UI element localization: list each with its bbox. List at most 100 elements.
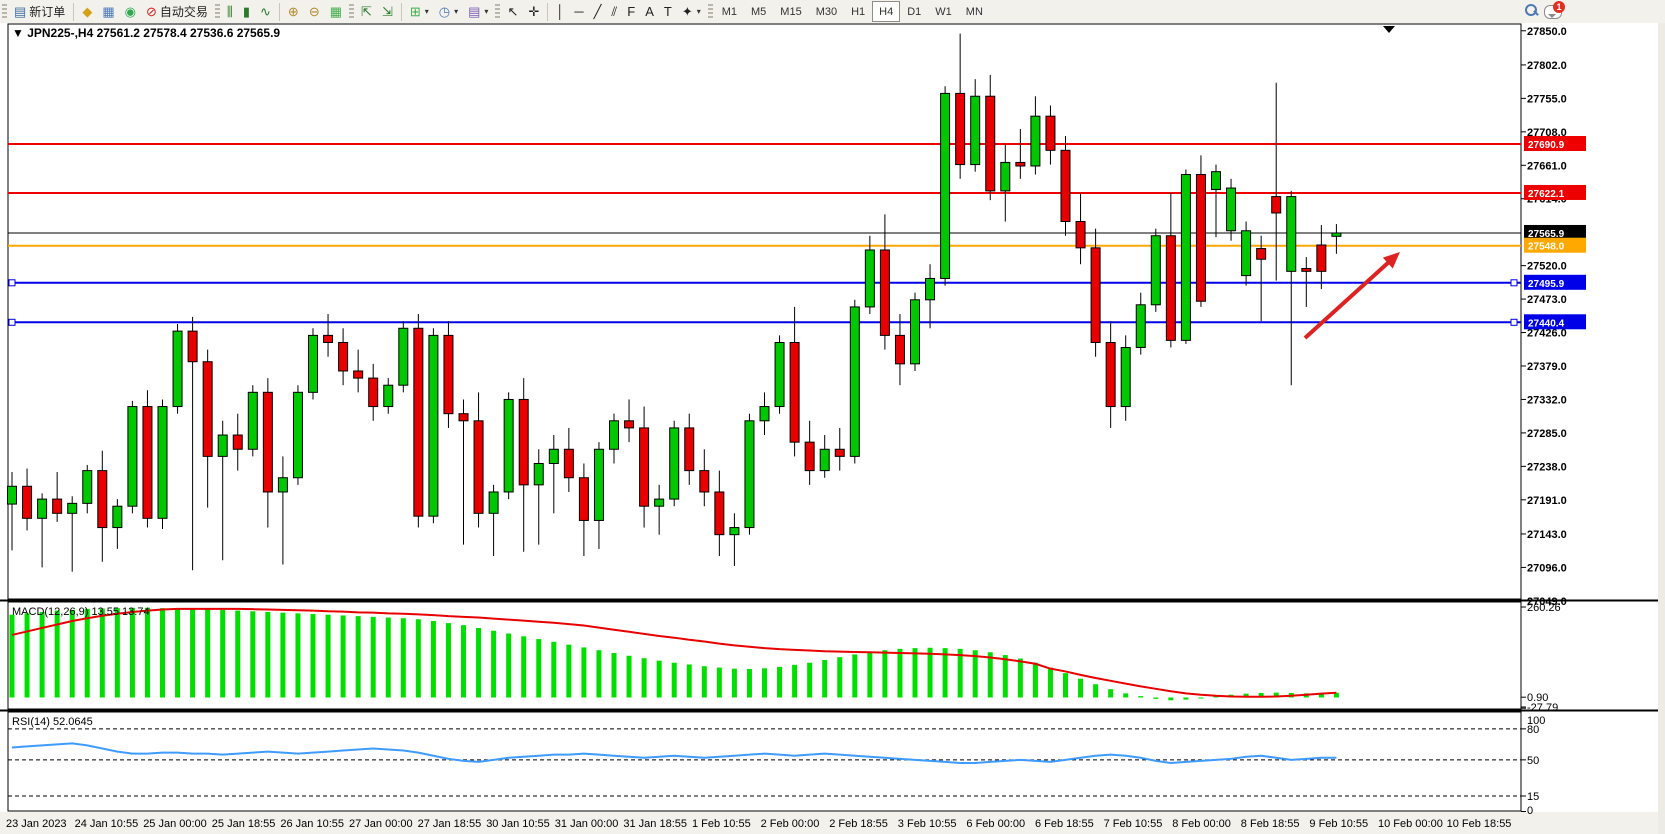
hline-handle[interactable]: [8, 318, 16, 326]
time-axis-label: 7 Feb 10:55: [1104, 818, 1163, 830]
zoom-out-button[interactable]: ⊖: [304, 1, 325, 23]
macd-histogram-bar: [792, 664, 798, 698]
candle-body-bear: [1301, 267, 1312, 272]
time-axis-label: 9 Feb 10:55: [1309, 818, 1368, 830]
chart-title: ▼ JPN225-,H4 27561.2 27578.4 27536.6 275…: [12, 26, 280, 40]
price-badge-label: 27548.0: [1528, 242, 1565, 253]
macd-histogram-bar: [1273, 692, 1279, 698]
fibonacci-tool-button[interactable]: F: [622, 1, 640, 23]
toolbar-grip[interactable]: [707, 3, 713, 20]
timeframe-button-mn[interactable]: MN: [965, 5, 983, 18]
chart-shift-marker[interactable]: [1383, 26, 1395, 33]
macd-histogram-bar: [1138, 696, 1144, 698]
notification-badge: 1: [1553, 1, 1565, 13]
time-axis-label: 24 Jan 10:55: [75, 818, 139, 830]
time-axis-label: 2 Feb 18:55: [829, 818, 888, 830]
macd-histogram-bar: [491, 630, 497, 698]
time-axis-label: 2 Feb 00:00: [761, 818, 820, 830]
toolbar-grip[interactable]: [2, 3, 7, 20]
gold-button[interactable]: ◆: [77, 1, 97, 23]
trendline-tool-button[interactable]: ╱: [589, 1, 607, 23]
add-indicator-button[interactable]: ⊞ ▾: [405, 1, 434, 23]
hline-handle[interactable]: [8, 279, 16, 287]
toolbar-grip[interactable]: [349, 3, 355, 20]
macd-histogram-bar: [837, 657, 843, 698]
chart-canvas[interactable]: 27850.027802.027755.027708.027661.027614…: [0, 23, 1665, 834]
timeframe-button-m5[interactable]: M5: [751, 5, 767, 18]
timeframe-button-d1[interactable]: D1: [907, 5, 922, 18]
autotrading-button[interactable]: ⊘ 自动交易: [141, 1, 213, 23]
candle-body-bull: [759, 406, 770, 422]
signal-button[interactable]: ◉: [120, 1, 141, 23]
zoom-in-button[interactable]: ⊕: [283, 1, 304, 23]
market-watch-button[interactable]: ▦: [97, 1, 119, 23]
macd-histogram-bar: [536, 639, 542, 698]
macd-histogram-bar: [1002, 655, 1008, 698]
label-tool-button[interactable]: T: [659, 1, 677, 23]
line-chart-button[interactable]: ∿: [255, 1, 276, 23]
separator: [278, 2, 280, 21]
candle-body-bear: [458, 413, 469, 422]
timeframe-button-m1[interactable]: M1: [721, 5, 738, 18]
annotation-arrow-line[interactable]: [1303, 259, 1391, 340]
macd-histogram-bar: [1047, 667, 1053, 698]
timeframe-button-w1[interactable]: W1: [935, 5, 952, 18]
candle-body-bear: [1015, 161, 1026, 167]
candle-body-bear: [368, 377, 379, 408]
candle-body-bull: [774, 342, 785, 408]
time-axis-label: 3 Feb 10:55: [898, 818, 957, 830]
macd-histogram-bar: [476, 627, 482, 698]
dropdown-arrow-icon: ▾: [454, 7, 459, 16]
macd-histogram-bar: [235, 610, 241, 698]
hline-handle[interactable]: [1510, 318, 1518, 326]
price-tick-label: 27661.0: [1527, 160, 1567, 172]
macd-histogram-bar: [731, 668, 737, 698]
macd-histogram-bar: [596, 650, 602, 698]
candle-body-bear: [1045, 115, 1056, 151]
channel-tool-button[interactable]: ⫽: [606, 1, 622, 23]
candle-body-bull: [1241, 230, 1252, 277]
time-axis-label: 27 Jan 18:55: [418, 818, 482, 830]
tile-windows-button[interactable]: ▦: [325, 1, 347, 23]
timeframe-button-m15[interactable]: M15: [780, 5, 802, 18]
crosshair-tool-button[interactable]: ✛: [523, 1, 544, 23]
clock-icon: ◷: [438, 4, 451, 19]
macd-label: MACD(12,26,9) 13.55 13.74: [12, 606, 150, 618]
bar-chart-button[interactable]: ⫼: [222, 1, 238, 23]
notifications-icon[interactable]: 1: [1544, 1, 1565, 19]
candle-body-bull: [1135, 304, 1146, 348]
arrows-tool-button[interactable]: ✦ ▾: [677, 1, 706, 23]
timeframe-button-m30[interactable]: M30: [815, 5, 838, 18]
macd-histogram-bar: [807, 662, 813, 698]
candle-body-bull: [428, 334, 439, 517]
macd-histogram-bar: [205, 609, 211, 698]
text-tool-button[interactable]: A: [640, 1, 659, 23]
timeframe-button-h4[interactable]: H4: [872, 1, 901, 22]
macd-histogram-bar: [942, 648, 948, 698]
hline-tool-button[interactable]: ─: [569, 1, 588, 23]
arrange-buy-button[interactable]: ⇱: [356, 1, 377, 23]
new-order-button[interactable]: ▤ 新订单: [9, 1, 70, 23]
rsi-tick-label: 100: [1527, 715, 1545, 727]
hline-handle[interactable]: [1510, 279, 1518, 287]
template-button[interactable]: ▤ ▾: [463, 1, 493, 23]
period-button[interactable]: ◷ ▾: [434, 1, 463, 23]
cursor-tool-button[interactable]: ↖: [502, 1, 523, 23]
autotrading-icon: ⊘: [145, 4, 157, 19]
toolbar-grip[interactable]: [495, 3, 501, 20]
toolbar-grip[interactable]: [214, 3, 220, 20]
price-badge-label: 27495.9: [1528, 279, 1565, 290]
timeframe-button-h1[interactable]: H1: [851, 5, 866, 18]
candlestick-chart-button[interactable]: ▮: [238, 1, 255, 23]
search-icon[interactable]: [1524, 3, 1539, 17]
vline-tool-button[interactable]: │: [551, 1, 569, 23]
candle-body-bull: [1331, 232, 1342, 237]
pane-border-1: [7, 601, 1522, 710]
arrange-sell-button[interactable]: ⇲: [377, 1, 398, 23]
annotation-arrow-head[interactable]: [1382, 252, 1400, 269]
cursor-icon: ↖: [507, 4, 519, 19]
macd-tick-label: 260.26: [1527, 602, 1561, 614]
macd-histogram-bar: [581, 647, 587, 698]
candle-body-bear: [142, 406, 153, 519]
